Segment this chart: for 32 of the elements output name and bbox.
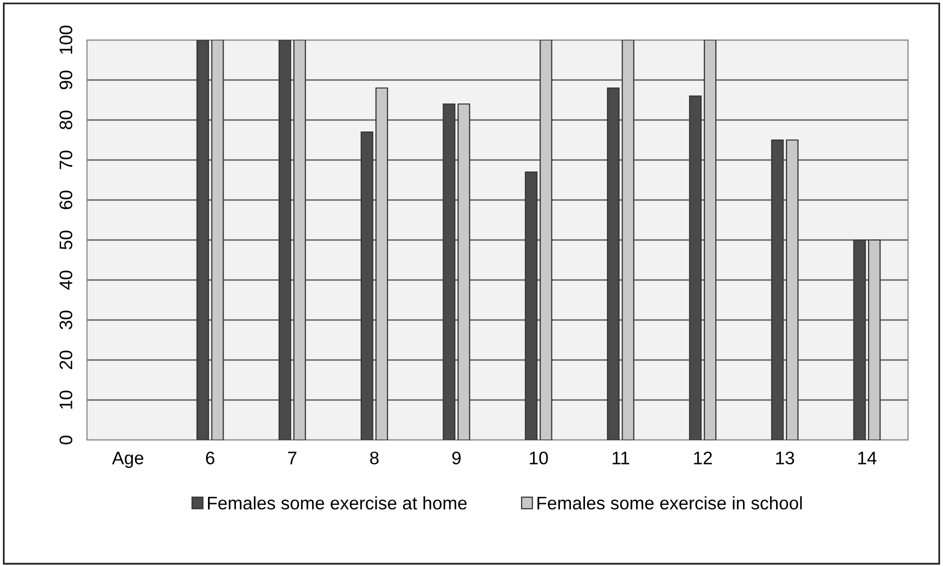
x-tick-label: 8 [370, 452, 379, 464]
bar [868, 239, 881, 440]
x-tick-label: 6 [206, 452, 214, 464]
y-tick-label: 70 [60, 150, 72, 170]
bar [786, 139, 799, 440]
y-tick-label: 100 [60, 26, 72, 54]
bar [622, 40, 634, 440]
x-tick-label: 7 [288, 452, 296, 464]
x-tick-label: 11 [612, 452, 630, 464]
bar [458, 103, 470, 440]
y-tick-label: 20 [60, 350, 72, 370]
x-tick-label: 12 [694, 452, 712, 464]
bar [704, 40, 716, 440]
x-tick-label: 10 [530, 452, 548, 464]
legend-label: Females some exercise at home [208, 496, 467, 510]
y-tick-label: 40 [60, 270, 72, 290]
y-tick-label: 10 [60, 390, 72, 409]
x-tick-label: 13 [776, 452, 794, 464]
legend-label: Females some exercise in school [537, 496, 802, 510]
bar [211, 40, 224, 440]
y-tick-label: 60 [60, 190, 72, 210]
y-tick-label: 0 [60, 436, 72, 444]
x-tick-label: 9 [452, 452, 461, 464]
y-tick-label: 30 [60, 310, 72, 330]
y-tick-label: 80 [60, 110, 72, 130]
bar [375, 87, 388, 440]
bar [540, 40, 552, 440]
x-tick-label: 14 [858, 452, 876, 464]
y-tick-label: 50 [60, 230, 72, 250]
bar [293, 40, 306, 440]
x-tick-label: Age [112, 452, 144, 468]
y-tick-label: 90 [60, 70, 72, 90]
